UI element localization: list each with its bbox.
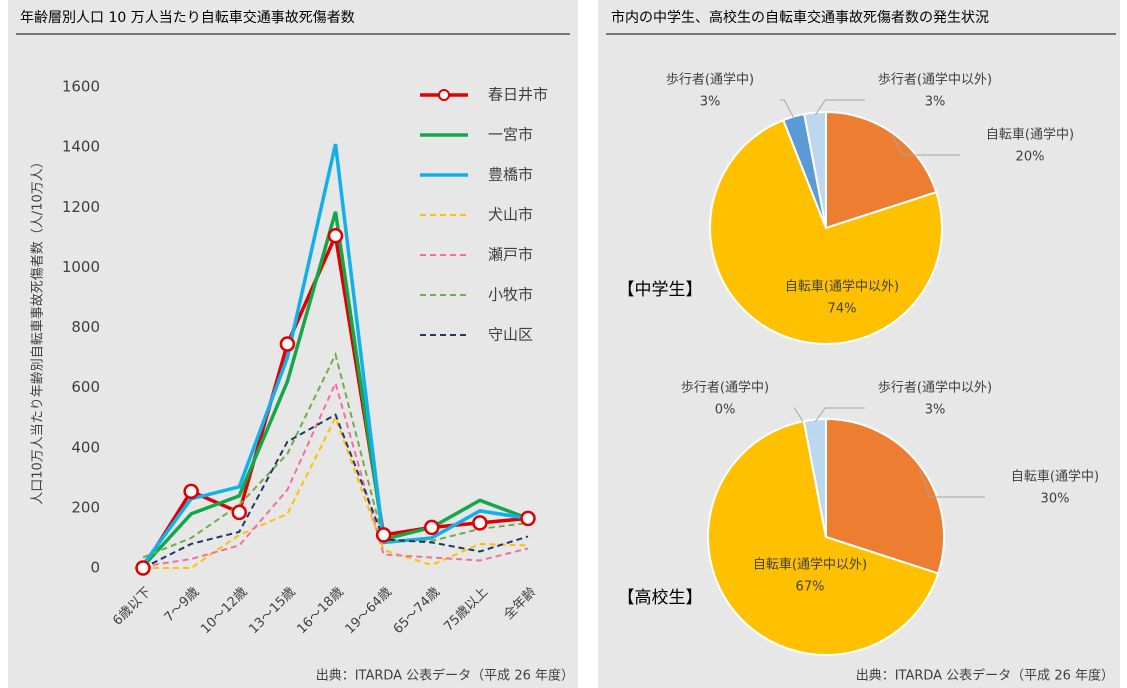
legend-label: 一宮市: [488, 126, 533, 144]
slice: [802, 417, 827, 538]
legend-label: 豊橋市: [488, 166, 533, 184]
slice: [803, 110, 827, 229]
slice-value: 3%: [925, 95, 946, 110]
line: [142, 380, 529, 568]
chart-title: 年齢層別人口 10 万人当たり自転車交通事故死傷者数: [20, 9, 355, 26]
slice-label: 歩行者(通学中以外): [878, 380, 992, 396]
y-axis-label: 人口10万人当たり年齢別自転車事故死傷者数（人/10万人）: [31, 155, 46, 504]
legend-label: 犬山市: [488, 206, 533, 224]
pie-label: 【中学生】: [618, 280, 703, 300]
marker: [520, 510, 536, 527]
legend-label: 守山区: [488, 326, 533, 344]
slice-value: 74%: [828, 302, 857, 317]
slice-value: 30%: [1041, 492, 1070, 507]
line: [142, 413, 529, 569]
leader-line: [919, 468, 985, 498]
marker: [279, 336, 296, 352]
leader-line: [780, 99, 795, 120]
y-tick-label: 1200: [62, 198, 100, 216]
pie-label: 【高校生】: [618, 588, 703, 608]
marker: [183, 483, 199, 500]
leader-line: [793, 407, 805, 424]
slice: [707, 419, 940, 656]
line: [142, 351, 529, 559]
legend-label: 瀬戸市: [488, 246, 533, 264]
legend-marker: [438, 89, 450, 101]
slice-label: 自転車(通学中以外): [753, 557, 867, 573]
legend-label: 春日井市: [488, 86, 548, 104]
slice: [709, 118, 943, 345]
leader-line: [892, 135, 960, 156]
y-tick-label: 600: [71, 378, 100, 396]
y-tick-label: 800: [71, 318, 100, 336]
y-tick-label: 1600: [62, 78, 100, 96]
leader-line: [814, 99, 865, 116]
slice: [825, 417, 945, 575]
y-tick-label: 1400: [62, 138, 100, 156]
marker: [327, 228, 344, 244]
slice-label: 自転車(通学中以外): [785, 279, 899, 295]
marker: [135, 560, 151, 576]
line: [141, 143, 529, 567]
source: 出典：ITARDA 公表データ（平成 26 年度）: [856, 668, 1114, 684]
marker: [472, 515, 488, 531]
slice-label: 自転車(通学中): [1011, 469, 1099, 485]
slice: [825, 110, 938, 230]
legend-label: 小牧市: [488, 286, 533, 304]
leader-line: [814, 407, 865, 423]
slice-value: 3%: [700, 95, 721, 110]
marker: [375, 527, 392, 543]
y-tick-label: 1000: [62, 258, 100, 276]
y-tick-label: 200: [71, 498, 100, 516]
slice-label: 自転車(通学中): [986, 127, 1074, 143]
slice-value: 67%: [796, 580, 825, 595]
line: [141, 211, 529, 568]
slice-value: 0%: [715, 403, 736, 418]
slice-value: 20%: [1016, 150, 1045, 165]
line: [143, 415, 529, 569]
slice-label: 歩行者(通学中): [681, 380, 769, 396]
y-tick-label: 0: [90, 559, 100, 577]
slice-label: 歩行者(通学中): [666, 72, 754, 88]
marker: [424, 519, 440, 536]
source: 出典：ITARDA 公表データ（平成 26 年度）: [316, 668, 574, 684]
chart-title: 市内の中学生、高校生の自転車交通事故死傷者数の発生状況: [611, 9, 989, 26]
y-tick-label: 400: [71, 438, 100, 456]
slice-value: 3%: [925, 403, 946, 418]
marker: [231, 504, 247, 521]
slice-label: 歩行者(通学中以外): [878, 72, 992, 88]
